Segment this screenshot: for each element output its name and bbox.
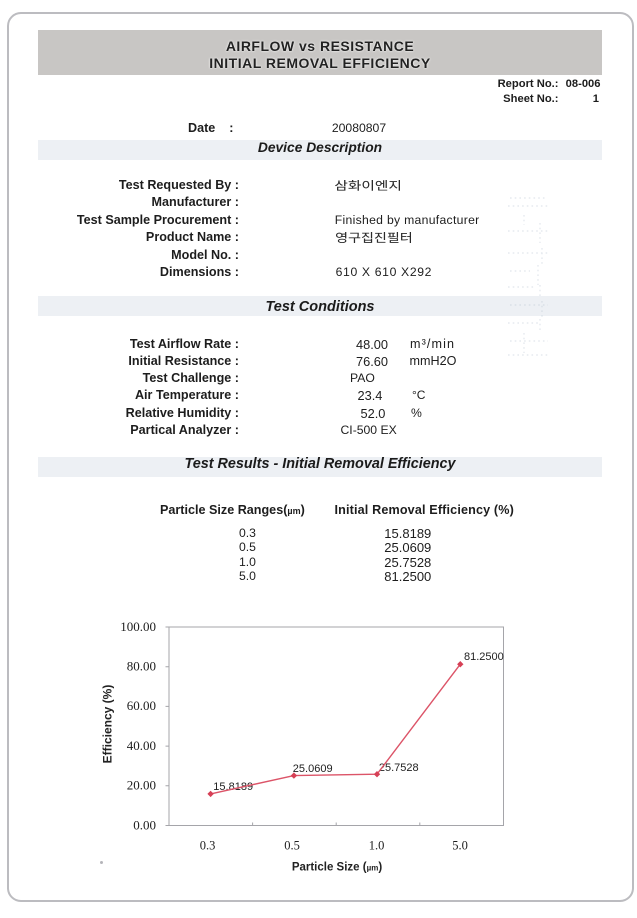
svg-text:25.7528: 25.7528 xyxy=(379,762,419,774)
svg-text:20.00: 20.00 xyxy=(127,778,156,793)
svg-text:0.5: 0.5 xyxy=(284,839,300,853)
svg-text:Particle Size (µm): Particle Size (µm) xyxy=(292,862,383,874)
svg-text:1.0: 1.0 xyxy=(369,839,385,853)
svg-text:40.00: 40.00 xyxy=(127,738,156,753)
svg-text:80.00: 80.00 xyxy=(127,659,156,674)
svg-text:60.00: 60.00 xyxy=(127,698,156,713)
svg-text:15.8189: 15.8189 xyxy=(213,781,253,793)
svg-text:5.0: 5.0 xyxy=(452,839,468,853)
svg-text:0.3: 0.3 xyxy=(200,839,216,853)
svg-text:Efficiency (%): Efficiency (%) xyxy=(101,685,115,764)
svg-text:100.00: 100.00 xyxy=(120,619,156,634)
svg-text:25.0609: 25.0609 xyxy=(293,763,333,775)
svg-text:81.2500: 81.2500 xyxy=(464,651,504,663)
svg-text:0.00: 0.00 xyxy=(133,817,156,832)
